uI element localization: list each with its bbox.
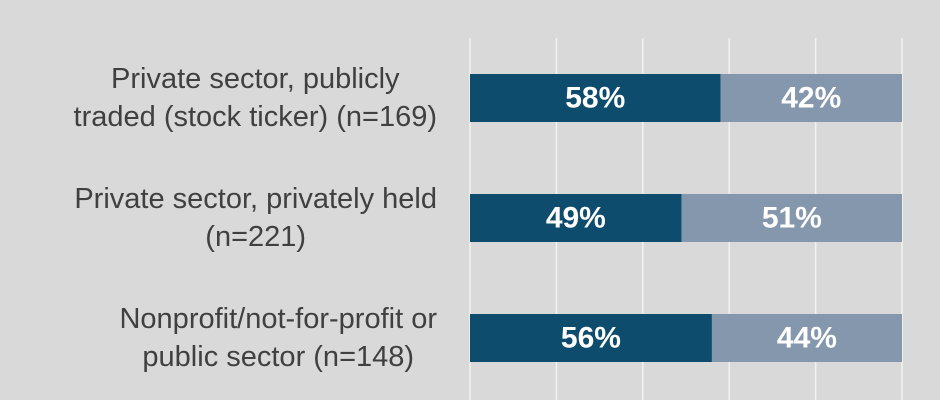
- bar-segment-1-1: [470, 74, 721, 122]
- bar-value-label: 49%: [546, 202, 606, 235]
- bars: 58% 42% 49% 51% 56% 44%: [470, 74, 902, 362]
- category-label-line: public sector (n=148): [142, 341, 414, 373]
- category-label-line: Nonprofit/not-for-profit or: [119, 303, 437, 335]
- bar-value-label: 51%: [762, 202, 822, 235]
- category-label: Private sector, publicly traded (stock ti…: [74, 63, 437, 133]
- category-label: Nonprofit/not-for-profit or public sector…: [119, 303, 437, 373]
- category-labels: Private sector, publicly traded (stock ti…: [74, 63, 438, 373]
- category-label-line: traded (stock ticker) (n=169): [74, 101, 437, 133]
- bar-value-label: 44%: [777, 322, 837, 355]
- category-label-line: (n=221): [205, 221, 306, 253]
- bar-segment-2-2: [681, 194, 902, 242]
- bar-value-label: 56%: [561, 322, 621, 355]
- bar-segment-2-1: [470, 194, 682, 242]
- bar-segment-1-2: [720, 74, 902, 122]
- category-label: Private sector, privately held (n=221): [74, 183, 437, 253]
- bar-value-label: 42%: [781, 82, 841, 115]
- bar-segment-3-2: [711, 314, 902, 362]
- category-label-line: Private sector, privately held: [74, 183, 437, 215]
- bar-value-label: 58%: [565, 82, 625, 115]
- category-label-line: Private sector, publicly: [111, 63, 400, 95]
- bar-segment-3-1: [470, 314, 712, 362]
